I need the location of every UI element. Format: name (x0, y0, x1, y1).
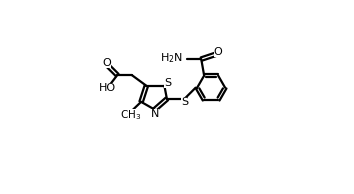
Text: CH$_3$: CH$_3$ (120, 108, 142, 122)
Text: O: O (214, 47, 223, 57)
Text: O: O (102, 58, 111, 68)
Text: S: S (164, 78, 171, 88)
Text: HO: HO (99, 83, 116, 93)
Text: H$_2$N: H$_2$N (160, 52, 183, 65)
Text: S: S (181, 97, 188, 107)
Text: N: N (151, 109, 159, 119)
